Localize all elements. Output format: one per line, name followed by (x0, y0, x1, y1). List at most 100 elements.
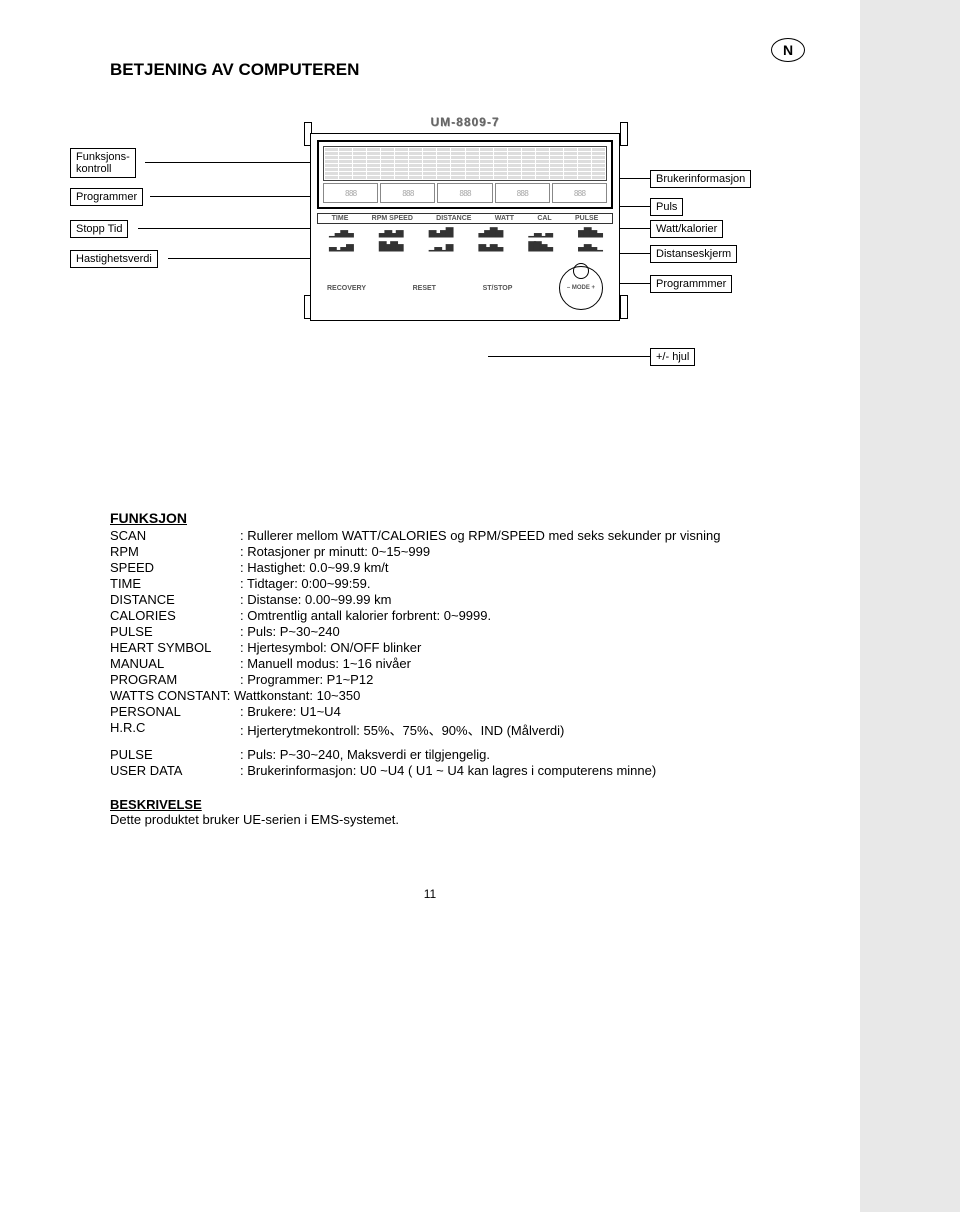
lcd-label-rpmspeed: RPM SPEED (372, 215, 413, 222)
funksjon-key: PROGRAM (110, 672, 240, 688)
beskrivelse-body: Dette produktet bruker UE-serien i EMS-s… (110, 812, 810, 827)
digit-block: 888 (495, 183, 550, 203)
callout-funksjonskontroll: Funksjons-kontroll (70, 148, 136, 178)
console-diagram: Funksjons-kontroll Programmer Stopp Tid … (50, 90, 810, 470)
mode-wheel[interactable]: – MODE + (559, 266, 603, 310)
funksjon-table: SCAN: Rullerer mellom WATT/CALORIES og R… (110, 528, 720, 779)
page-number: 11 (50, 887, 810, 901)
funksjon-value: : Rotasjoner pr minutt: 0~15~999 (240, 544, 720, 560)
funksjon-value: : Hjerterytmekontroll: 55%、75%、90%、IND (… (240, 720, 720, 740)
lcd-label-distance: DISTANCE (436, 215, 471, 222)
table-row: PERSONAL: Brukere: U1~U4 (110, 704, 720, 720)
prog-icon: ▇▅▇▅ (379, 242, 402, 252)
digit-block: 888 (323, 183, 378, 203)
table-row: PROGRAM: Programmer: P1~P12 (110, 672, 720, 688)
digit-row: 888 888 888 888 888 (323, 183, 607, 203)
lcd-screen: 888 888 888 888 888 (317, 140, 613, 209)
prog-icon: ▇▇▅▃ (528, 242, 551, 252)
program-icon-row-2: ▃▁▃▅ ▇▅▇▅ ▁▃▁▅ ▅▃▅▃ ▇▇▅▃ ▃▅▃▁ (317, 242, 613, 252)
table-row: HEART SYMBOL: Hjertesymbol: ON/OFF blink… (110, 640, 720, 656)
funksjon-key: PERSONAL (110, 704, 240, 720)
lcd-label-pulse: PULSE (575, 215, 598, 222)
control-row: RECOVERY RESET ST/STOP – MODE + (317, 266, 613, 310)
funksjon-key: MANUAL (110, 656, 240, 672)
language-badge: N (771, 38, 805, 62)
callout-watt-kalorier: Watt/kalorier (650, 220, 723, 238)
ststop-button[interactable]: ST/STOP (483, 285, 513, 292)
digit-block: 888 (552, 183, 607, 203)
beskrivelse-block: BESKRIVELSE Dette produktet bruker UE-se… (110, 797, 810, 827)
device-tab (620, 295, 628, 319)
callout-hastighetsverdi: Hastighetsverdi (70, 250, 158, 268)
device-body: 888 888 888 888 888 TIME RPM SPEED DISTA… (310, 133, 620, 321)
funksjon-value: : Brukerinformasjon: U0 ~U4 ( U1 ~ U4 ka… (240, 763, 720, 779)
digit-block: 888 (380, 183, 435, 203)
prog-icon: ▅▃▅▇ (429, 228, 452, 238)
funksjon-value: : Puls: P~30~240 (240, 624, 720, 640)
prog-icon: ▁▃▁▅ (429, 242, 452, 252)
page: N BETJENING AV COMPUTEREN Funksjons-kont… (0, 0, 860, 1212)
leader-line (168, 258, 315, 259)
leader-line (138, 228, 315, 229)
table-row: CALORIES: Omtrentlig antall kalorier for… (110, 608, 720, 624)
funksjon-value: : Programmer: P1~P12 (240, 672, 720, 688)
funksjon-value: : Puls: P~30~240, Maksverdi er tilgjenge… (240, 747, 720, 763)
funksjon-value: : Brukere: U1~U4 (240, 704, 720, 720)
funksjon-key: PULSE (110, 624, 240, 640)
funksjon-value: : Hastighet: 0.0~99.9 km/t (240, 560, 720, 576)
table-row: MANUAL: Manuell modus: 1~16 nivåer (110, 656, 720, 672)
prog-icon: ▁▃▁▃ (528, 228, 551, 238)
prog-icon: ▃▅▇▅ (479, 228, 502, 238)
table-row: WATTS CONSTANT: Wattkonstant: 10~350 (110, 688, 720, 704)
funksjon-value: : Manuell modus: 1~16 nivåer (240, 656, 720, 672)
lcd-label-watt: WATT (495, 215, 514, 222)
table-row: RPM: Rotasjoner pr minutt: 0~15~999 (110, 544, 720, 560)
table-row: SPEED: Hastighet: 0.0~99.9 km/t (110, 560, 720, 576)
table-row: PULSE: Puls: P~30~240, Maksverdi er tilg… (110, 747, 720, 763)
beskrivelse-heading: BESKRIVELSE (110, 797, 810, 812)
program-icon-row-1: ▁▃▅▃ ▃▅▃▅ ▅▃▅▇ ▃▅▇▅ ▁▃▁▃ ▅▇▅▃ (317, 228, 613, 238)
lcd-button-label-row: TIME RPM SPEED DISTANCE WATT CAL PULSE (317, 213, 613, 224)
model-number: UM-8809-7 (310, 115, 620, 129)
funksjon-key: USER DATA (110, 763, 240, 779)
funksjon-key: CALORIES (110, 608, 240, 624)
digit-block: 888 (437, 183, 492, 203)
leader-line (488, 356, 650, 357)
funksjon-key: TIME (110, 576, 240, 592)
lcd-label-cal: CAL (537, 215, 551, 222)
funksjon-key: H.R.C (110, 720, 240, 740)
table-row: H.R.C: Hjerterytmekontroll: 55%、75%、90%、… (110, 720, 720, 740)
funksjon-key: HEART SYMBOL (110, 640, 240, 656)
lcd-label-time: TIME (332, 215, 349, 222)
reset-button[interactable]: RESET (413, 285, 436, 292)
prog-icon: ▃▁▃▅ (329, 242, 352, 252)
prog-icon: ▃▅▃▅ (379, 228, 402, 238)
prog-icon: ▅▃▅▃ (479, 242, 502, 252)
leader-line (150, 196, 315, 197)
console-device: UM-8809-7 888 888 888 888 888 TIME RPM S… (310, 115, 620, 321)
table-row: SCAN: Rullerer mellom WATT/CALORIES og R… (110, 528, 720, 544)
funksjon-value: : Omtrentlig antall kalorier forbrent: 0… (240, 608, 720, 624)
table-row: USER DATA: Brukerinformasjon: U0 ~U4 ( U… (110, 763, 720, 779)
bar-chart-grid (323, 146, 607, 181)
funksjon-heading: FUNKSJON (110, 510, 810, 526)
prog-icon: ▁▃▅▃ (329, 228, 352, 238)
callout-hjul: +/- hjul (650, 348, 695, 366)
funksjon-key: SCAN (110, 528, 240, 544)
funksjon-value: : Distanse: 0.00~99.99 km (240, 592, 720, 608)
callout-distanseskjerm: Distanseskjerm (650, 245, 737, 263)
prog-icon: ▅▇▅▃ (578, 228, 601, 238)
callout-programmmer: Programmmer (650, 275, 732, 293)
table-row: PULSE: Puls: P~30~240 (110, 624, 720, 640)
callout-brukerinformasjon: Brukerinformasjon (650, 170, 751, 188)
recovery-button[interactable]: RECOVERY (327, 285, 366, 292)
prog-icon: ▃▅▃▁ (578, 242, 601, 252)
callout-stopp-tid: Stopp Tid (70, 220, 128, 238)
funksjon-key: DISTANCE (110, 592, 240, 608)
table-row: DISTANCE: Distanse: 0.00~99.99 km (110, 592, 720, 608)
funksjon-key: RPM (110, 544, 240, 560)
table-row: TIME: Tidtager: 0:00~99:59. (110, 576, 720, 592)
funksjon-key: PULSE (110, 747, 240, 763)
page-title: BETJENING AV COMPUTEREN (110, 60, 810, 80)
leader-line (145, 162, 315, 163)
